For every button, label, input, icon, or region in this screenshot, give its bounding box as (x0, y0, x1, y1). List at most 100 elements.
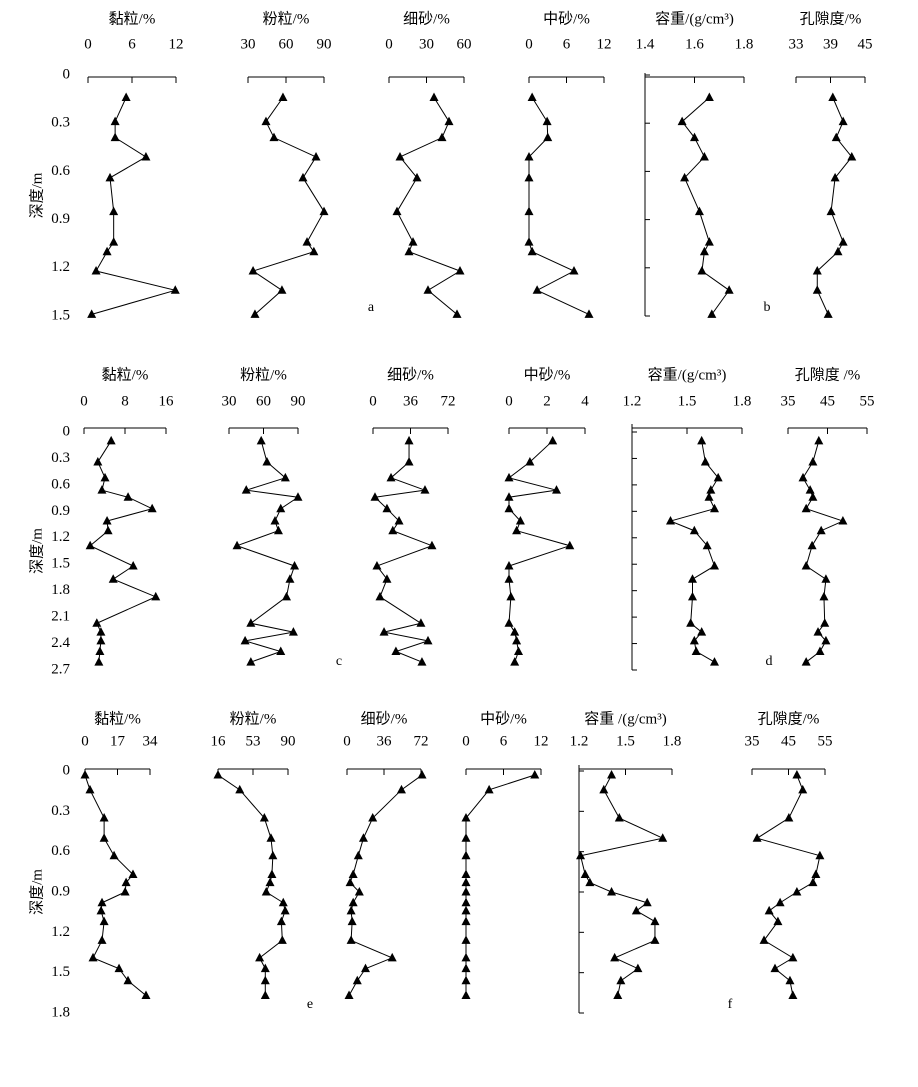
point (395, 151, 405, 161)
point (96, 905, 106, 915)
x-tick-label: 45 (781, 733, 796, 749)
point (821, 574, 831, 583)
point (288, 627, 298, 636)
panel-title: 细砂/% (403, 10, 450, 27)
point (707, 309, 717, 318)
point (585, 877, 595, 887)
point (123, 492, 133, 501)
panel-title: 细砂/% (387, 366, 434, 383)
point (88, 952, 98, 962)
point (784, 813, 794, 822)
point (298, 172, 308, 182)
point (429, 92, 439, 101)
point (616, 975, 626, 985)
point (382, 574, 392, 583)
point (99, 833, 109, 842)
point (461, 916, 471, 926)
y-tick-label: 0.6 (51, 476, 70, 492)
point (542, 116, 552, 126)
point (277, 935, 287, 944)
x-tick-label: 0 (343, 733, 351, 749)
point (565, 540, 575, 550)
point (811, 869, 821, 879)
point (99, 813, 109, 822)
point (347, 916, 357, 926)
y-tick-label: 1.5 (51, 964, 70, 980)
point (798, 784, 808, 794)
point (106, 435, 116, 445)
point (514, 646, 523, 655)
point (416, 618, 426, 627)
point (375, 591, 385, 601)
point (798, 472, 808, 482)
profile-line (235, 440, 300, 663)
x-tick-label: 55 (860, 393, 875, 409)
x-tick-label: 12 (169, 36, 184, 52)
point (348, 897, 358, 907)
point (710, 657, 719, 666)
point (285, 574, 295, 583)
point (444, 116, 454, 126)
point (128, 869, 138, 879)
point (269, 132, 279, 142)
panel-title: 容重 /(g/cm³) (584, 710, 666, 727)
point (689, 635, 699, 645)
panel-letter: b (764, 300, 771, 315)
panel-letter: c (336, 654, 342, 669)
point (276, 916, 286, 926)
point (504, 472, 514, 482)
point (91, 266, 101, 275)
x-tick-label: 17 (110, 733, 126, 749)
x-tick-label: 45 (820, 393, 835, 409)
profile-line (802, 440, 845, 663)
point (524, 172, 534, 182)
x-tick-label: 0 (385, 36, 393, 52)
point (361, 963, 370, 973)
point (461, 887, 471, 896)
point (267, 869, 277, 879)
point (388, 525, 398, 535)
point (97, 897, 107, 907)
point (576, 850, 586, 860)
point (689, 525, 699, 535)
panel-letter: e (307, 997, 313, 1012)
point (386, 472, 396, 482)
panel-title: 容重/(g/cm³) (655, 10, 734, 27)
point (838, 516, 848, 525)
point (631, 905, 641, 915)
profile-line (755, 774, 821, 996)
profile-line (84, 774, 147, 996)
point (370, 492, 380, 501)
point (282, 591, 291, 601)
panel-title: 孔隙度 /% (795, 366, 860, 383)
profile-line (91, 97, 178, 315)
point (461, 952, 471, 962)
point (808, 877, 818, 887)
point (213, 770, 223, 779)
point (461, 935, 471, 944)
point (691, 646, 701, 655)
point (759, 935, 769, 944)
point (96, 635, 106, 645)
point (650, 935, 660, 944)
point (96, 627, 106, 636)
point (699, 246, 709, 256)
x-tick-label: 1.4 (636, 36, 655, 52)
point (392, 206, 402, 216)
point (382, 503, 392, 513)
panel-title: 孔隙度/% (800, 10, 862, 27)
point (580, 869, 590, 879)
panel-letter: d (766, 654, 773, 669)
point (293, 492, 303, 501)
point (461, 963, 471, 973)
point (704, 237, 714, 246)
point (262, 456, 272, 466)
point (484, 784, 494, 794)
profile-line (465, 774, 535, 996)
x-tick-label: 0 (81, 733, 89, 749)
y-tick-label: 0.6 (51, 843, 70, 859)
x-tick-label: 6 (500, 733, 508, 749)
point (437, 132, 447, 142)
point (358, 833, 368, 842)
panel-title: 容重/(g/cm³) (648, 366, 727, 383)
